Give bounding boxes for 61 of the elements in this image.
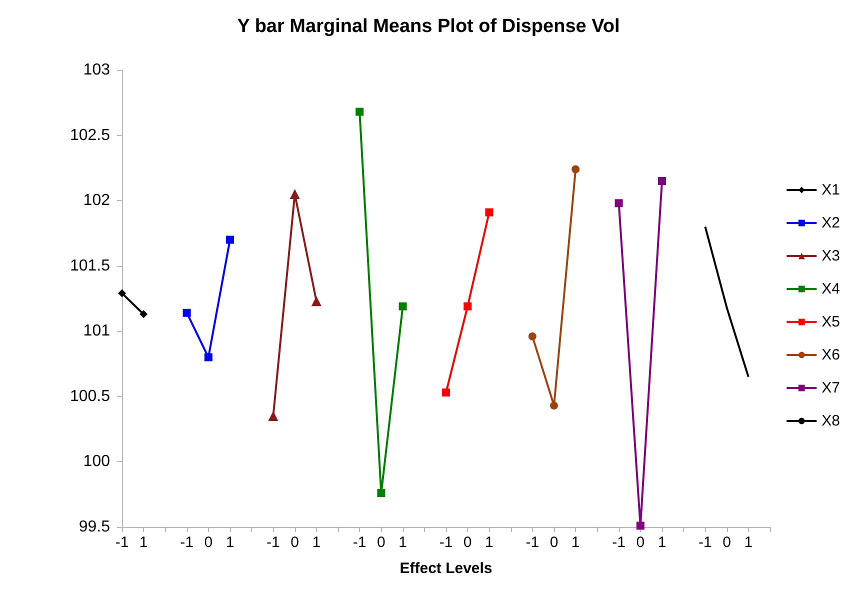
point — [204, 353, 212, 362]
point — [572, 165, 580, 174]
point — [658, 176, 666, 185]
x-tick-label: 1 — [312, 534, 321, 551]
x-tick-label: 1 — [398, 534, 407, 551]
x-tick-label: 1 — [226, 534, 234, 551]
legend-label: X5 — [822, 314, 840, 330]
point — [311, 296, 322, 306]
x-tick-label: 0 — [550, 534, 558, 551]
y-tick-label: 102 — [83, 192, 110, 210]
chart-title: Y bar Marginal Means Plot of Dispense Vol — [237, 16, 620, 37]
legend-label: X7 — [822, 380, 840, 396]
legend-label: X1 — [822, 182, 840, 198]
x-tick-label: -1 — [698, 534, 712, 551]
x-tick-label: -1 — [612, 534, 626, 551]
point — [290, 189, 300, 200]
point — [550, 402, 558, 410]
x-tick-label: 0 — [636, 534, 645, 551]
x-tick-label: 1 — [744, 534, 753, 551]
point — [398, 302, 407, 310]
y-tick-label: 102.5 — [70, 126, 110, 144]
point — [485, 208, 494, 216]
x-axis-title: Effect Levels — [400, 560, 492, 577]
point — [528, 332, 536, 340]
point — [140, 310, 148, 318]
x-tick-label: -1 — [180, 534, 194, 551]
legend-label: X4 — [822, 280, 840, 298]
point — [268, 411, 278, 422]
x-tick-label: 1 — [658, 534, 666, 551]
point — [636, 522, 644, 530]
x-tick-label: 0 — [463, 534, 472, 551]
x-tick-label: 0 — [204, 534, 213, 551]
point — [442, 388, 450, 397]
legend-label: X8 — [822, 412, 840, 430]
x-tick-label: -1 — [352, 534, 366, 551]
point — [614, 199, 623, 208]
x-tick-label: 0 — [377, 534, 386, 551]
y-tick-label: 100.5 — [70, 388, 110, 405]
legend-label: X2 — [822, 214, 840, 232]
point — [356, 108, 364, 116]
point — [464, 302, 472, 310]
x-tick-label: -1 — [439, 534, 453, 551]
x-tick-label: 0 — [722, 534, 731, 551]
x-tick-label: -1 — [115, 534, 129, 551]
x-tick-label: 1 — [139, 534, 148, 551]
point — [118, 289, 126, 298]
point — [182, 308, 191, 317]
x-tick-label: -1 — [526, 534, 540, 551]
x-tick-label: -1 — [266, 534, 280, 551]
x-tick-label: 0 — [290, 534, 299, 551]
y-tick-label: 101.5 — [70, 257, 110, 274]
point — [226, 236, 234, 244]
y-tick-label: 99.5 — [78, 518, 110, 536]
point — [377, 489, 386, 498]
y-tick-label: 100 — [83, 453, 110, 470]
legend-label: X6 — [822, 346, 840, 364]
x-tick-label: 1 — [485, 534, 494, 551]
legend-label: X3 — [822, 248, 840, 264]
x-tick-label: 1 — [571, 534, 580, 551]
y-tick-label: 101 — [83, 322, 110, 340]
y-tick-label: 103 — [83, 62, 110, 78]
